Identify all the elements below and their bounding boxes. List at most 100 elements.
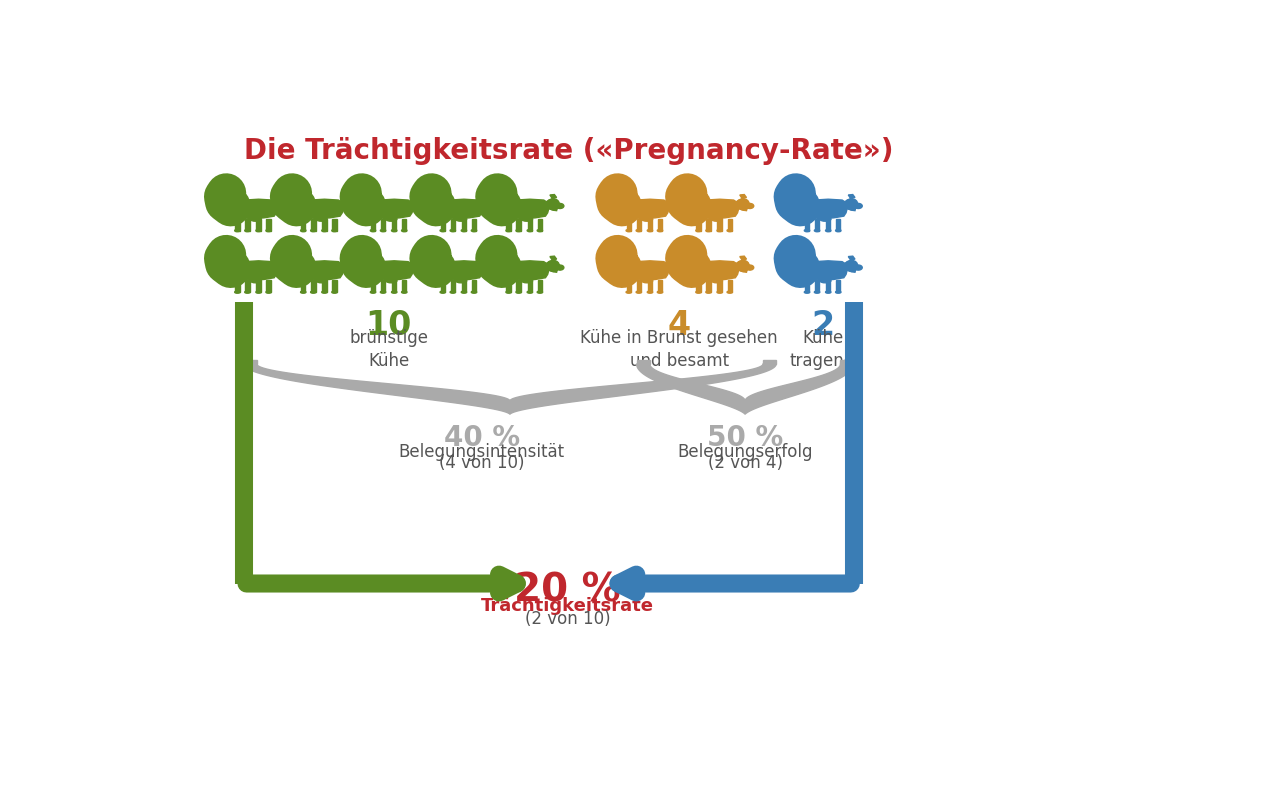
Polygon shape xyxy=(669,256,677,260)
Ellipse shape xyxy=(385,279,397,283)
Ellipse shape xyxy=(285,265,293,270)
Ellipse shape xyxy=(440,229,445,232)
Text: brünstige
Kühe: brünstige Kühe xyxy=(349,329,428,370)
Ellipse shape xyxy=(429,190,434,193)
Ellipse shape xyxy=(506,291,511,293)
Bar xyxy=(696,219,700,231)
Bar xyxy=(727,281,732,292)
Polygon shape xyxy=(340,260,352,274)
Bar xyxy=(658,219,662,231)
Ellipse shape xyxy=(826,229,831,232)
Bar xyxy=(507,219,511,231)
Ellipse shape xyxy=(332,229,337,232)
Ellipse shape xyxy=(737,260,749,271)
Ellipse shape xyxy=(301,229,306,232)
Polygon shape xyxy=(623,261,669,281)
Polygon shape xyxy=(298,199,343,219)
Ellipse shape xyxy=(846,199,858,210)
Bar xyxy=(333,281,337,292)
Ellipse shape xyxy=(626,291,631,293)
Ellipse shape xyxy=(614,190,621,193)
Ellipse shape xyxy=(456,279,467,283)
Bar xyxy=(256,219,261,231)
Bar xyxy=(266,219,271,231)
Ellipse shape xyxy=(461,291,467,293)
Bar xyxy=(538,281,543,292)
Ellipse shape xyxy=(370,291,375,293)
Bar xyxy=(805,219,809,231)
Polygon shape xyxy=(669,195,677,199)
Bar xyxy=(323,281,326,292)
Ellipse shape xyxy=(516,229,521,232)
Bar xyxy=(472,219,476,231)
Ellipse shape xyxy=(471,291,476,293)
Bar xyxy=(402,281,407,292)
Ellipse shape xyxy=(289,251,294,255)
Ellipse shape xyxy=(685,190,690,193)
Ellipse shape xyxy=(342,260,355,271)
Ellipse shape xyxy=(351,265,358,270)
Bar xyxy=(462,281,466,292)
Polygon shape xyxy=(243,360,257,364)
Polygon shape xyxy=(844,199,856,213)
Ellipse shape xyxy=(451,229,456,232)
Ellipse shape xyxy=(667,260,680,271)
Bar xyxy=(311,219,316,231)
Bar xyxy=(236,281,239,292)
Ellipse shape xyxy=(321,291,328,293)
Ellipse shape xyxy=(301,291,306,293)
Bar xyxy=(256,281,261,292)
Text: (2 von 4): (2 von 4) xyxy=(708,454,782,472)
Polygon shape xyxy=(480,199,492,213)
Ellipse shape xyxy=(250,217,261,221)
Polygon shape xyxy=(480,260,492,274)
Bar xyxy=(516,219,521,231)
Polygon shape xyxy=(410,260,422,274)
Text: (2 von 10): (2 von 10) xyxy=(525,611,611,629)
Ellipse shape xyxy=(527,291,532,293)
Ellipse shape xyxy=(556,265,564,270)
Bar xyxy=(451,281,454,292)
Ellipse shape xyxy=(712,279,722,283)
Polygon shape xyxy=(503,261,549,281)
Polygon shape xyxy=(636,360,650,364)
Polygon shape xyxy=(344,256,351,260)
Ellipse shape xyxy=(676,265,684,270)
Ellipse shape xyxy=(717,291,722,293)
Ellipse shape xyxy=(826,291,831,293)
Ellipse shape xyxy=(712,217,722,221)
Ellipse shape xyxy=(224,251,229,255)
Polygon shape xyxy=(410,199,422,213)
Ellipse shape xyxy=(814,229,819,232)
Ellipse shape xyxy=(471,229,476,232)
Polygon shape xyxy=(801,199,847,219)
Bar xyxy=(836,281,841,292)
Ellipse shape xyxy=(855,265,863,270)
Bar xyxy=(381,219,385,231)
Text: (4 von 10): (4 von 10) xyxy=(439,454,525,472)
Polygon shape xyxy=(740,195,746,199)
Text: 40 %: 40 % xyxy=(444,424,520,452)
Ellipse shape xyxy=(360,190,365,193)
Bar xyxy=(626,281,631,292)
Bar xyxy=(648,281,653,292)
Bar xyxy=(648,219,653,231)
Bar xyxy=(371,281,375,292)
Polygon shape xyxy=(623,199,669,219)
Polygon shape xyxy=(763,360,776,364)
Polygon shape xyxy=(735,260,748,274)
Ellipse shape xyxy=(685,251,690,255)
Bar xyxy=(707,281,710,292)
Ellipse shape xyxy=(351,203,358,209)
Ellipse shape xyxy=(641,279,653,283)
Ellipse shape xyxy=(737,199,749,210)
Text: 10: 10 xyxy=(365,309,412,342)
Bar xyxy=(718,281,722,292)
Ellipse shape xyxy=(461,229,467,232)
Ellipse shape xyxy=(819,217,831,221)
Text: Kühe in Brunst gesehen
und besamt: Kühe in Brunst gesehen und besamt xyxy=(580,329,778,370)
Ellipse shape xyxy=(224,190,229,193)
Ellipse shape xyxy=(429,251,434,255)
Bar xyxy=(392,219,397,231)
Polygon shape xyxy=(232,199,278,219)
